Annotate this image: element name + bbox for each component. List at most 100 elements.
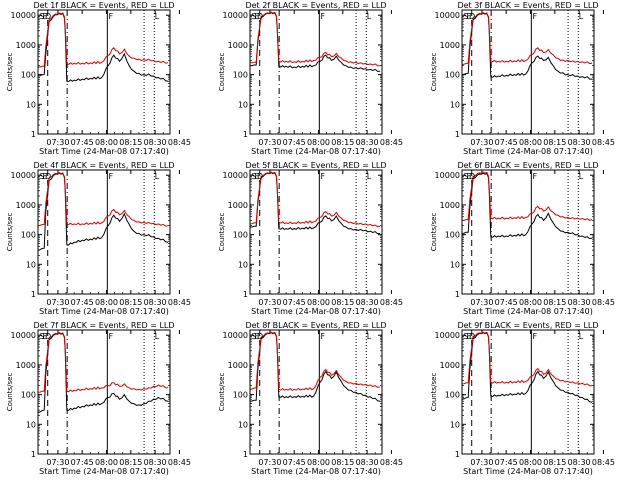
phase-marker-label: E xyxy=(467,332,472,341)
y-tick-label: 10000 xyxy=(435,11,460,20)
y-tick-label: 1000 xyxy=(440,41,460,50)
x-axis-label: Start Time (24-Mar-08 07:17:40) xyxy=(39,467,169,476)
phase-marker-label: S xyxy=(39,12,44,21)
y-tick-label: 1 xyxy=(455,290,460,299)
y-tick-label: 10 xyxy=(26,100,36,109)
x-tick-label: 07:30 xyxy=(46,298,69,307)
plot-frame xyxy=(461,329,595,455)
plot-frame xyxy=(461,169,595,295)
y-axis-label: Counts/sec xyxy=(218,53,226,92)
plot-frame xyxy=(37,169,171,295)
panel-title: Det 2f BLACK = Events, RED = LLD xyxy=(245,1,386,10)
series-group xyxy=(250,331,381,402)
x-tick-label: 07:30 xyxy=(470,298,493,307)
events-series-line xyxy=(38,12,169,83)
y-tick-label: 100 xyxy=(21,71,36,80)
y-tick-label: 10000 xyxy=(11,331,36,340)
y-axis-label: Counts/sec xyxy=(6,373,14,412)
x-tick-label: 07:45 xyxy=(71,138,94,147)
x-tick-label: 07:30 xyxy=(258,298,281,307)
chart-panel-4: Det 4f BLACK = Events, RED = LLD 1 10 100 10… xyxy=(6,161,191,316)
x-tick-label: 08:00 xyxy=(95,458,118,467)
y-tick-label: 100 xyxy=(233,231,248,240)
phase-marker-label: F xyxy=(320,332,325,341)
phase-marker-label: L xyxy=(367,172,372,181)
y-tick-label: 1000 xyxy=(228,41,248,50)
phase-marker-label: L xyxy=(367,332,372,341)
x-tick-label: 08:45 xyxy=(592,298,615,307)
series-group xyxy=(38,332,169,413)
y-tick-label: 1000 xyxy=(228,361,248,370)
y-tick-label: 1 xyxy=(243,290,248,299)
lld-series-line xyxy=(38,172,169,227)
phase-marker-label: S xyxy=(463,332,468,341)
plot-frame xyxy=(249,9,383,135)
plot-frame xyxy=(37,329,171,455)
phase-marker-label: S xyxy=(463,12,468,21)
y-tick-label: 10000 xyxy=(11,171,36,180)
x-axis-label: Start Time (24-Mar-08 07:17:40) xyxy=(463,147,593,156)
lld-series-line xyxy=(250,11,381,67)
x-tick-label: 07:45 xyxy=(495,458,518,467)
x-axis-label: Start Time (24-Mar-08 07:17:40) xyxy=(39,307,169,316)
y-tick-label: 1 xyxy=(243,450,248,459)
y-axis-label: Counts/sec xyxy=(6,53,14,92)
plot-frame xyxy=(249,329,383,455)
y-tick-label: 100 xyxy=(233,71,248,80)
y-tick-label: 1 xyxy=(31,290,36,299)
x-tick-label: 08:00 xyxy=(519,458,542,467)
y-axis-label: Counts/sec xyxy=(430,373,438,412)
phase-marker-label: F xyxy=(532,12,537,21)
x-tick-label: 07:45 xyxy=(283,138,306,147)
y-tick-label: 1000 xyxy=(16,201,36,210)
x-axis-label: Start Time (24-Mar-08 07:17:40) xyxy=(463,467,593,476)
series-group xyxy=(38,172,169,251)
y-tick-label: 10 xyxy=(450,100,460,109)
phase-marker-label: D xyxy=(45,12,51,21)
y-tick-label: 10000 xyxy=(223,11,248,20)
x-tick-label: 08:45 xyxy=(380,298,403,307)
x-tick-label: 08:15 xyxy=(331,458,354,467)
panel-title: Det 8f BLACK = Events, RED = LLD xyxy=(245,321,386,330)
chart-panel-2: Det 2f BLACK = Events, RED = LLD 1 10 100 10… xyxy=(218,1,403,156)
x-tick-label: 07:45 xyxy=(283,458,306,467)
y-tick-label: 10000 xyxy=(223,331,248,340)
chart-panel-8: Det 8f BLACK = Events, RED = LLD 1 10 100 10… xyxy=(218,321,403,476)
y-tick-label: 10 xyxy=(238,420,248,429)
chart-panel-7: Det 7f BLACK = Events, RED = LLD 1 10 100 10… xyxy=(6,321,191,476)
phase-marker-label: E xyxy=(43,332,48,341)
phase-marker-label: S xyxy=(251,172,256,181)
y-tick-label: 1 xyxy=(243,130,248,139)
x-tick-label: 07:45 xyxy=(495,138,518,147)
y-tick-label: 1000 xyxy=(16,41,36,50)
y-axis-label: Counts/sec xyxy=(218,213,226,252)
x-axis-label: Start Time (24-Mar-08 07:17:40) xyxy=(39,147,169,156)
lld-series-line xyxy=(250,331,381,391)
x-tick-label: 08:30 xyxy=(568,298,591,307)
x-tick-label: 08:45 xyxy=(168,458,191,467)
x-tick-label: 08:15 xyxy=(331,138,354,147)
x-tick-label: 08:00 xyxy=(307,458,330,467)
x-tick-label: 08:45 xyxy=(592,138,615,147)
y-tick-label: 10000 xyxy=(435,171,460,180)
y-tick-label: 10 xyxy=(450,420,460,429)
lld-series-line xyxy=(462,171,593,221)
y-tick-label: 1000 xyxy=(228,201,248,210)
chart-panel-6: Det 6f BLACK = Events, RED = LLD 1 10 100 10… xyxy=(430,161,615,316)
phase-marker-label: L xyxy=(155,172,160,181)
y-axis-label: Counts/sec xyxy=(218,373,226,412)
x-tick-label: 08:15 xyxy=(543,138,566,147)
phase-marker-label: D xyxy=(469,172,475,181)
x-tick-label: 08:30 xyxy=(144,138,167,147)
y-tick-label: 10 xyxy=(26,420,36,429)
y-tick-label: 10000 xyxy=(223,171,248,180)
plot-frame xyxy=(37,9,171,135)
phase-marker-label: E xyxy=(467,172,472,181)
panel-title: Det 5f BLACK = Events, RED = LLD xyxy=(245,161,386,170)
phase-marker-label: D xyxy=(45,172,51,181)
y-tick-label: 100 xyxy=(21,231,36,240)
x-tick-label: 07:30 xyxy=(258,458,281,467)
phase-marker-label: D xyxy=(469,332,475,341)
phase-marker-label: S xyxy=(251,332,256,341)
lld-series-line xyxy=(38,332,169,393)
